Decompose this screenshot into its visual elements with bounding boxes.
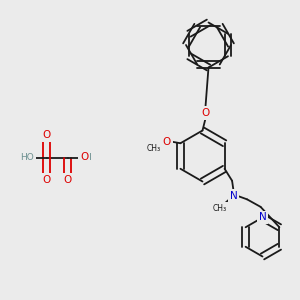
Text: O: O	[63, 175, 72, 185]
Text: CH₃: CH₃	[213, 204, 227, 213]
Text: O: O	[42, 175, 51, 185]
Text: N: N	[230, 191, 238, 201]
Text: HO: HO	[20, 153, 34, 162]
Text: H: H	[85, 153, 91, 162]
Text: N: N	[259, 212, 266, 223]
Text: O: O	[201, 108, 210, 118]
Text: O: O	[80, 152, 88, 163]
Text: CH₃: CH₃	[146, 144, 161, 153]
Text: O: O	[42, 130, 51, 140]
Text: O: O	[163, 137, 171, 147]
